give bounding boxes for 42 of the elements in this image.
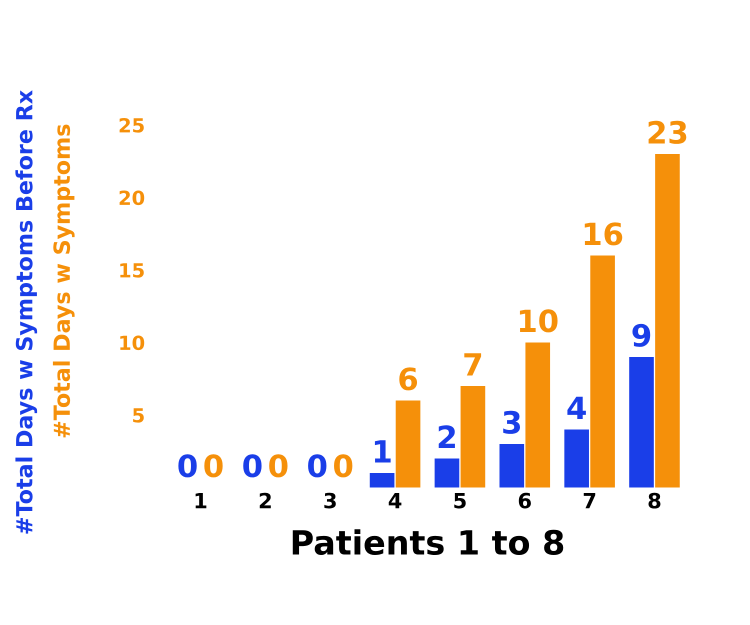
y-tick-label: 15 <box>120 263 144 278</box>
bar <box>655 154 680 488</box>
x-tick-label: 5 <box>454 493 466 508</box>
x-tick-label: 7 <box>584 493 596 508</box>
x-tick-label: 3 <box>324 492 336 508</box>
bar <box>460 386 486 488</box>
data-label: 0 <box>334 454 352 478</box>
y-tick-label: 10 <box>120 335 144 350</box>
data-label: 3 <box>503 410 520 434</box>
data-label: 0 <box>178 454 197 478</box>
bar <box>590 256 615 488</box>
data-label: 10 <box>520 309 558 332</box>
data-label: 0 <box>243 454 262 478</box>
y-axis-title: #Total Days w Symptoms Before Rx <box>15 90 38 534</box>
data-label: 23 <box>648 120 686 144</box>
bar <box>525 342 550 488</box>
data-label: 0 <box>204 454 223 478</box>
bar <box>396 400 420 488</box>
bar <box>564 430 589 488</box>
data-label: 9 <box>632 324 650 347</box>
x-tick-label: 6 <box>518 492 531 508</box>
y2-axis-title: #Total Days w Symptoms <box>52 124 75 438</box>
data-label: 1 <box>374 440 391 462</box>
bar <box>434 458 460 488</box>
bar <box>370 473 394 488</box>
x-tick-label: 2 <box>260 492 271 508</box>
x-axis-title: Patients 1 to 8 <box>292 529 564 555</box>
x-tick-label: 8 <box>648 492 660 508</box>
data-label: 0 <box>269 454 288 478</box>
x-tick-label: 1 <box>196 493 206 508</box>
x-tick-label: 4 <box>388 493 402 508</box>
data-label: 0 <box>308 454 326 478</box>
y-tick-label: 25 <box>120 118 144 133</box>
data-label: 6 <box>399 367 418 390</box>
data-label: 7 <box>464 353 482 376</box>
data-label: 16 <box>584 222 622 246</box>
data-label: 4 <box>567 396 586 419</box>
y-tick-label: 20 <box>120 190 144 206</box>
bar <box>499 444 524 488</box>
y-tick-label: 5 <box>133 408 144 423</box>
bar <box>629 357 654 488</box>
data-label: 2 <box>438 425 455 448</box>
